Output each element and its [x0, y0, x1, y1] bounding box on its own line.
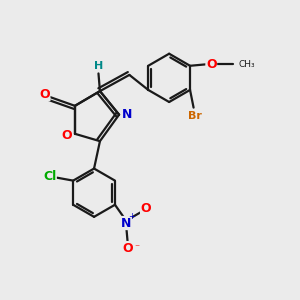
Text: Br: Br [188, 111, 202, 121]
Text: ⁻: ⁻ [134, 243, 139, 253]
Text: O: O [39, 88, 50, 100]
Text: O: O [141, 202, 151, 215]
Text: O: O [206, 58, 217, 71]
Text: Cl: Cl [43, 170, 56, 183]
Text: +: + [129, 212, 136, 221]
Text: N: N [121, 217, 131, 230]
Text: N: N [122, 108, 133, 121]
Text: O: O [61, 129, 72, 142]
Text: O: O [122, 242, 133, 254]
Text: H: H [94, 61, 103, 71]
Text: CH₃: CH₃ [238, 60, 255, 69]
